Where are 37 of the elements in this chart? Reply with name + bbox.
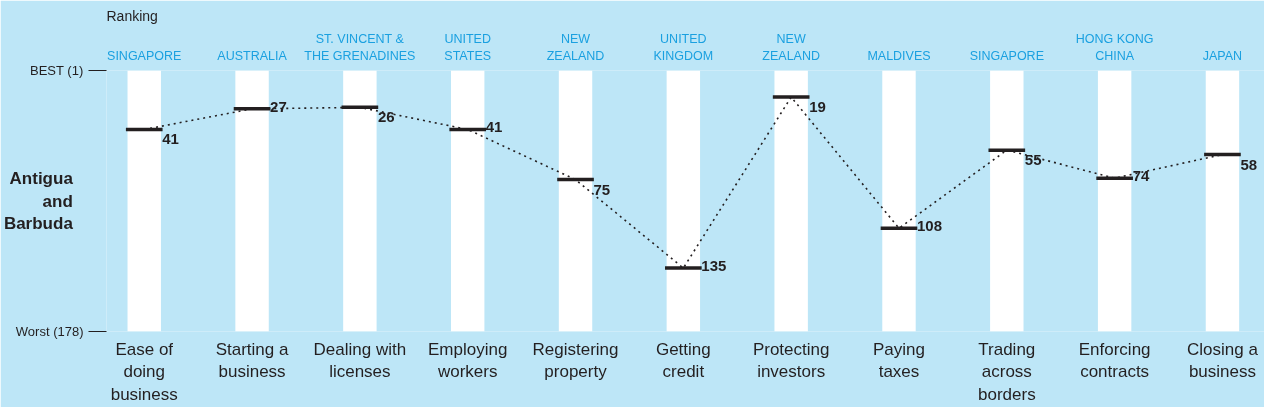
x-tick-label: Closing a business — [1187, 339, 1259, 382]
data-label: 74 — [1132, 167, 1150, 185]
text: NEW ZEALAND — [546, 31, 605, 63]
data-label: 27 — [270, 97, 287, 115]
x-tick-label: Paying taxes — [873, 339, 925, 382]
y-axis-title: Ranking — [106, 7, 158, 24]
x-tick-label: Getting credit — [655, 339, 711, 382]
x-tick-label: Employing workers — [428, 339, 508, 382]
x-tick-label: Ease of doing business — [110, 339, 178, 405]
text: UNITED KINGDOM — [653, 31, 714, 63]
data-label: 58 — [1240, 155, 1258, 173]
data-label: 41 — [162, 130, 179, 148]
text: SINGAPORE — [107, 48, 182, 63]
data-label: 41 — [485, 118, 503, 136]
text: NEW ZEALAND — [762, 31, 820, 63]
text: UNITED STATES — [444, 31, 492, 63]
data-label: 108 — [916, 217, 943, 235]
x-tick-label: Registering property — [532, 339, 619, 382]
y-tick-label: BEST (1) — [30, 63, 84, 78]
data-label: 75 — [593, 180, 611, 198]
text: JAPAN — [1202, 48, 1243, 63]
text: MALDIVES — [867, 48, 931, 63]
data-label: 26 — [377, 108, 395, 126]
x-tick-label: Trading across borders — [977, 339, 1036, 405]
x-tick-label: Protecting investors — [752, 339, 830, 382]
x-tick-label: Dealing with licenses — [313, 339, 407, 382]
data-label: 55 — [1024, 151, 1042, 169]
text: SINGAPORE — [969, 48, 1044, 63]
y-tick-label: Worst (178) — [15, 324, 84, 339]
text: Antigua and Barbuda — [3, 168, 74, 234]
data-label: 135 — [701, 257, 727, 275]
text: ST. VINCENT & THE GRENADINES — [304, 31, 416, 63]
data-label: 19 — [809, 98, 826, 116]
text: AUSTRALIA — [217, 48, 288, 63]
text: HONG KONG CHINA — [1075, 31, 1154, 63]
x-tick-label: Starting a business — [215, 339, 289, 382]
x-tick-label: Enforcing contracts — [1078, 339, 1151, 382]
